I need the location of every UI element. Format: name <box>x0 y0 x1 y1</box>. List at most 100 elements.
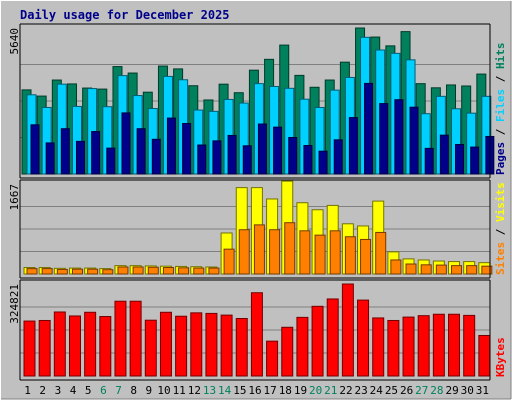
bar-sites-day-5 <box>87 268 99 275</box>
panel-sites-visits: 1667 Sites / Visits <box>8 179 507 279</box>
bar-kbytes-day-15 <box>235 318 248 377</box>
x-tick-label-day-31: 31 <box>476 384 489 397</box>
bar-pages-day-10 <box>166 117 176 175</box>
bar-pages-day-22 <box>348 117 358 175</box>
bar-kbytes-day-3 <box>53 311 66 377</box>
bar-kbytes-day-6 <box>99 316 112 377</box>
x-tick-label-day-19: 19 <box>294 384 307 397</box>
bar-pages-day-3 <box>60 128 70 175</box>
x-tick-label-day-12: 12 <box>188 384 201 397</box>
panel-pages-files-hits: 5640 Pages / Files / Hits <box>8 23 507 179</box>
legend-separator: / <box>494 69 507 89</box>
bar-kbytes-day-26 <box>402 316 415 377</box>
bar-pages-day-16 <box>257 123 267 175</box>
bar-sites-day-24 <box>375 231 387 275</box>
bar-kbytes-day-25 <box>387 319 400 377</box>
bar-pages-day-5 <box>91 131 101 175</box>
bar-sites-day-20 <box>314 234 326 275</box>
right-legend-kbytes: KBytes <box>494 337 507 377</box>
bar-kbytes-day-5 <box>84 311 97 377</box>
x-tick-label-day-11: 11 <box>173 384 186 397</box>
bar-kbytes-day-2 <box>38 319 51 377</box>
bar-pages-day-15 <box>242 145 252 175</box>
bar-kbytes-day-20 <box>311 305 324 377</box>
bar-pages-day-14 <box>227 134 237 175</box>
bar-pages-day-24 <box>379 103 389 175</box>
panel-kbytes: 324821 KBytes <box>8 279 507 381</box>
bar-pages-day-1 <box>30 124 40 175</box>
x-tick-label-day-15: 15 <box>233 384 246 397</box>
y-max-label: 324821 <box>8 284 21 324</box>
bar-sites-day-29 <box>451 265 463 275</box>
bar-pages-day-13 <box>212 140 222 175</box>
bar-sites-day-1 <box>26 268 38 275</box>
bar-pages-day-23 <box>364 82 374 175</box>
bar-pages-day-12 <box>197 144 207 175</box>
bar-sites-day-31 <box>481 265 493 275</box>
x-tick-label-day-3: 3 <box>55 384 62 397</box>
bar-pages-day-4 <box>75 140 85 175</box>
x-tick-label-day-14: 14 <box>218 384 232 397</box>
bar-sites-day-3 <box>56 268 68 275</box>
bar-pages-day-25 <box>394 99 404 175</box>
bar-kbytes-day-7 <box>114 300 127 377</box>
x-tick-label-day-7: 7 <box>115 384 122 397</box>
bar-pages-day-26 <box>409 106 419 175</box>
bar-sites-day-17 <box>269 229 281 275</box>
y-max-label: 1667 <box>8 184 21 211</box>
x-tick-label-day-13: 13 <box>203 384 216 397</box>
bar-sites-day-8 <box>132 266 144 275</box>
bar-sites-day-13 <box>208 267 220 275</box>
bar-sites-day-16 <box>253 224 265 275</box>
right-legend-sites-visits: Sites / Visits <box>494 182 507 275</box>
bar-kbytes-day-30 <box>463 314 476 377</box>
bar-sites-day-23 <box>360 238 372 275</box>
x-tick-label-day-30: 30 <box>461 384 474 397</box>
bar-pages-day-8 <box>136 128 146 175</box>
bar-sites-day-19 <box>299 230 311 275</box>
y-max-label: 5640 <box>8 28 21 55</box>
x-tick-label-day-21: 21 <box>324 384 337 397</box>
x-tick-label-day-1: 1 <box>24 384 31 397</box>
bar-sites-day-14 <box>223 248 235 275</box>
x-tick-label-day-20: 20 <box>309 384 322 397</box>
bar-pages-day-18 <box>288 137 298 175</box>
bar-sites-day-2 <box>41 268 53 275</box>
x-tick-label-day-29: 29 <box>445 384 458 397</box>
x-tick-label-day-2: 2 <box>39 384 46 397</box>
bar-kbytes-day-22 <box>341 283 354 377</box>
bar-pages-day-27 <box>424 147 434 175</box>
bar-sites-day-22 <box>344 236 356 275</box>
legend-separator: / <box>494 222 507 242</box>
x-tick-label-day-8: 8 <box>130 384 137 397</box>
bar-kbytes-day-29 <box>448 313 461 377</box>
bar-kbytes-day-17 <box>266 340 279 377</box>
x-tick-label-day-25: 25 <box>385 384 398 397</box>
bar-pages-day-30 <box>470 146 480 175</box>
bar-pages-day-11 <box>182 123 192 175</box>
bar-sites-day-7 <box>117 266 129 275</box>
bar-kbytes-day-16 <box>250 292 263 377</box>
bar-kbytes-day-21 <box>326 298 339 377</box>
chart-panels: 5640 Pages / Files / Hits 1667 Sites / Visi… <box>8 23 507 381</box>
bar-sites-day-15 <box>238 229 250 275</box>
legend-kbytes: KBytes <box>494 337 507 377</box>
bar-kbytes-day-4 <box>68 315 81 377</box>
x-tick-label-day-17: 17 <box>264 384 277 397</box>
bar-sites-day-26 <box>405 263 417 275</box>
bar-sites-day-27 <box>420 264 432 275</box>
bar-sites-day-28 <box>435 264 447 275</box>
bar-kbytes-day-11 <box>175 315 188 377</box>
legend-pages: Pages <box>494 142 507 175</box>
right-legend-pages-files-hits: Pages / Files / Hits <box>494 43 507 176</box>
x-tick-label-day-27: 27 <box>415 384 428 397</box>
bar-pages-day-9 <box>151 138 161 175</box>
x-tick-label-day-18: 18 <box>279 384 292 397</box>
bar-pages-day-7 <box>121 112 131 175</box>
bar-sites-day-18 <box>284 222 296 275</box>
bar-kbytes-day-14 <box>220 314 233 377</box>
x-tick-label-day-10: 10 <box>157 384 170 397</box>
x-tick-label-day-26: 26 <box>400 384 413 397</box>
legend-files: Files <box>494 89 507 122</box>
